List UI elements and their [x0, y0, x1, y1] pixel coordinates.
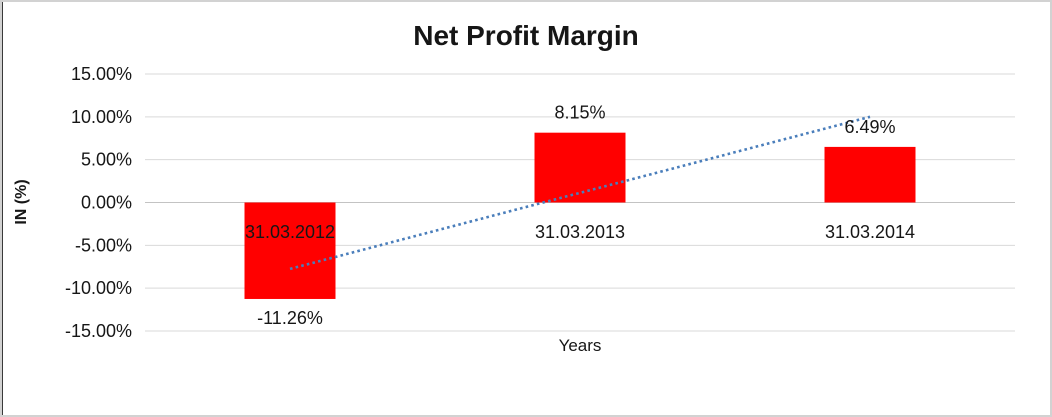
y-tick-label: -15.00% [65, 321, 132, 341]
chart-title: Net Profit Margin [413, 20, 639, 51]
y-tick-label: 5.00% [81, 150, 132, 170]
y-tick-label: -5.00% [75, 235, 132, 255]
value-label: 6.49% [844, 117, 895, 137]
y-tick-label: 15.00% [71, 64, 132, 84]
bar [824, 146, 916, 203]
bar [244, 202, 336, 299]
trendline [289, 115, 871, 271]
category-label: 31.03.2013 [535, 222, 625, 242]
value-label: 8.15% [554, 103, 605, 123]
bar [534, 132, 626, 203]
y-tick-label: 10.00% [71, 107, 132, 127]
category-label: 31.03.2014 [825, 222, 915, 242]
category-label: 31.03.2012 [245, 222, 335, 242]
y-tick-label: -10.00% [65, 278, 132, 298]
x-axis-title: Years [558, 336, 602, 355]
value-label: -11.26% [257, 308, 323, 328]
window-left-edge [2, 2, 3, 415]
y-tick-label: 0.00% [81, 193, 132, 213]
